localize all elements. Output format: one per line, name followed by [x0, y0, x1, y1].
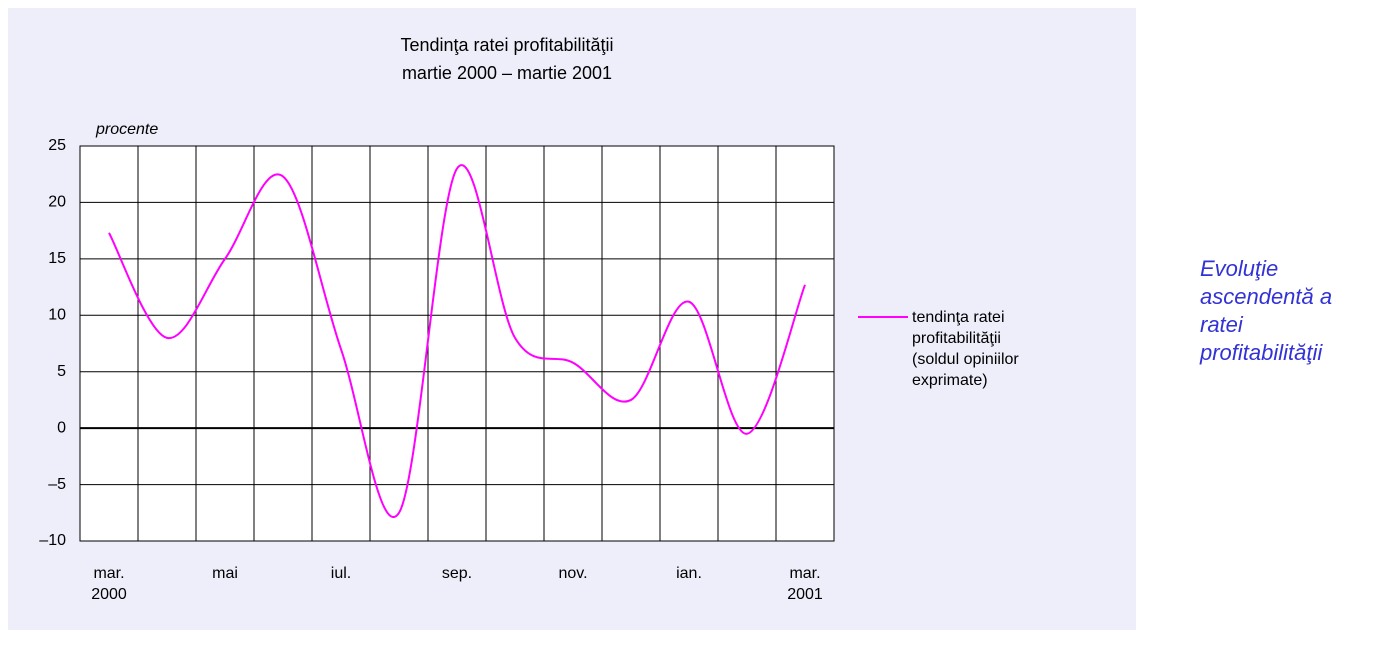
x-tick-label: mar. 2001 [787, 565, 823, 603]
plot-area [79, 145, 835, 542]
y-tick-label: 10 [48, 307, 66, 324]
y-tick-label: 15 [48, 250, 66, 267]
y-axis-label: procente [95, 121, 158, 138]
annotation: Evoluţie ascendentă a ratei profitabilit… [1200, 256, 1333, 365]
x-tick-label: mai [212, 565, 238, 582]
chart-subtitle: martie 2000 – martie 2001 [402, 63, 612, 83]
chart-title: Tendinţa ratei profitabilităţii [400, 35, 613, 55]
x-tick-label: sep. [441, 565, 473, 582]
y-tick-label: 25 [48, 137, 66, 154]
x-tick-label: mar. 2000 [91, 565, 127, 603]
y-tick-label: 20 [48, 194, 66, 211]
y-tick-label: –10 [39, 532, 66, 549]
y-tick-label: 0 [57, 419, 66, 436]
x-tick-label: iul. [330, 565, 352, 582]
y-tick-label: 5 [57, 363, 66, 380]
x-tick-label: nov. [558, 565, 588, 582]
line-series [108, 164, 806, 518]
legend-label: tendinţa ratei profitabilităţii (soldul … [912, 309, 1019, 389]
x-tick-label: ian. [676, 565, 702, 582]
y-tick-label: –5 [48, 476, 66, 493]
